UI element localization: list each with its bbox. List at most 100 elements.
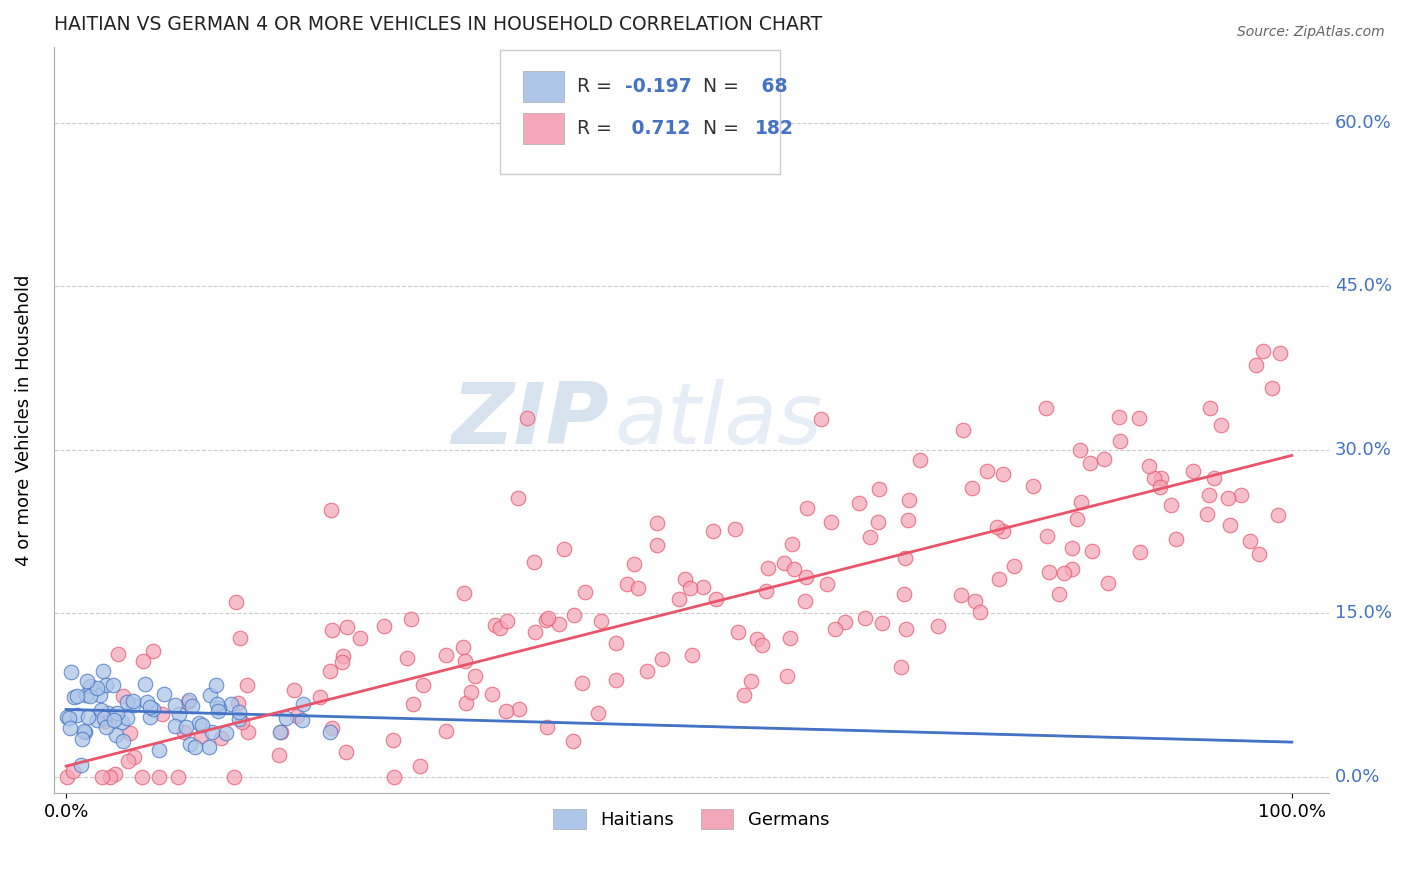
Point (866, 515, 889, 529)
Text: R =: R = (576, 77, 617, 95)
Point (148, 770, 170, 784)
Point (536, 720, 558, 734)
Text: 45.0%: 45.0% (1334, 277, 1392, 295)
Text: 15.0%: 15.0% (1334, 605, 1392, 623)
Point (236, 678, 259, 692)
Point (131, 654, 153, 668)
Point (605, 673, 627, 687)
Point (86, 713, 108, 727)
Point (1160, 498, 1182, 512)
Point (283, 682, 305, 697)
Point (591, 614, 613, 628)
Text: N =: N = (692, 77, 745, 95)
Point (98, 770, 121, 784)
Point (58, 711, 80, 725)
Point (208, 701, 231, 715)
Text: 182: 182 (755, 120, 794, 138)
Point (692, 580, 714, 594)
Point (1066, 512, 1088, 526)
Point (779, 631, 801, 645)
Point (1128, 410, 1150, 425)
Point (70, 732, 93, 747)
Point (111, 715, 134, 730)
Point (104, 766, 127, 780)
FancyBboxPatch shape (501, 51, 780, 174)
Point (859, 529, 882, 543)
Point (330, 655, 353, 669)
Point (184, 740, 207, 755)
Point (167, 706, 190, 721)
Point (150, 706, 173, 721)
Point (139, 710, 162, 724)
Point (1047, 587, 1070, 601)
Point (59, 721, 82, 735)
Text: N =: N = (692, 120, 745, 138)
Point (104, 727, 127, 741)
Point (1060, 562, 1083, 576)
Point (460, 685, 482, 699)
Point (56, 709, 79, 723)
Point (401, 697, 423, 711)
Point (1038, 565, 1060, 579)
Point (897, 512, 920, 526)
Point (409, 759, 432, 773)
Point (815, 577, 838, 591)
Point (163, 698, 186, 713)
Point (1108, 409, 1130, 424)
Point (782, 562, 804, 576)
Point (319, 724, 342, 739)
Point (395, 651, 418, 665)
Point (1195, 507, 1218, 521)
Point (810, 412, 832, 426)
Point (291, 697, 314, 711)
Point (965, 594, 987, 608)
Point (1035, 401, 1057, 416)
Point (1150, 471, 1173, 485)
Point (62, 764, 84, 779)
Point (824, 622, 846, 636)
Point (94, 720, 117, 734)
Point (1129, 545, 1152, 559)
Point (553, 542, 575, 557)
Point (673, 572, 696, 586)
Point (94, 714, 117, 728)
Text: 30.0%: 30.0% (1334, 441, 1392, 459)
Point (1198, 488, 1220, 502)
Point (534, 614, 557, 628)
Point (90, 770, 112, 784)
Point (103, 678, 125, 692)
Point (1247, 547, 1270, 561)
Point (993, 524, 1015, 538)
Point (96, 678, 118, 692)
Point (142, 702, 165, 716)
Point (163, 719, 186, 733)
Point (724, 522, 747, 536)
Point (796, 500, 818, 515)
Point (647, 539, 669, 553)
Point (451, 640, 474, 654)
Text: -0.197: -0.197 (624, 77, 692, 95)
Point (209, 731, 232, 746)
Point (225, 595, 247, 609)
Point (893, 587, 915, 601)
Point (382, 770, 405, 784)
Point (198, 688, 221, 702)
Point (179, 737, 201, 751)
Point (62, 690, 84, 705)
Point (228, 696, 250, 710)
Point (868, 482, 890, 496)
Point (89, 688, 111, 702)
Point (79, 689, 101, 703)
Point (495, 704, 517, 718)
Point (927, 619, 949, 633)
Point (238, 725, 260, 739)
Point (399, 612, 422, 626)
Point (834, 615, 856, 629)
Point (586, 706, 609, 720)
Point (952, 423, 974, 437)
Point (623, 557, 645, 571)
Point (97, 706, 120, 720)
Point (755, 584, 778, 599)
Point (434, 648, 457, 662)
Point (231, 715, 253, 730)
